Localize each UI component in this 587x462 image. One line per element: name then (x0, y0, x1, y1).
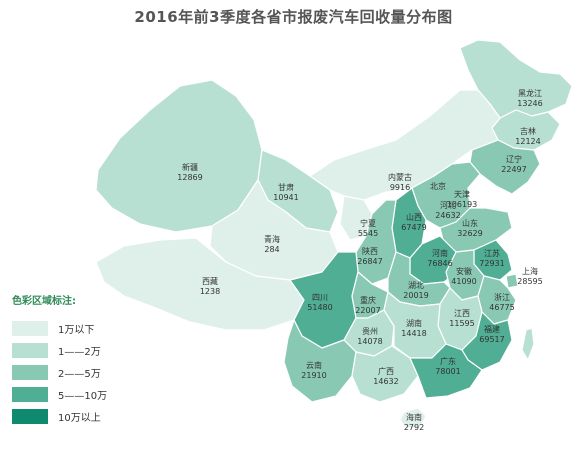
label-ningxia-value: 5545 (358, 229, 378, 238)
region-taiwan (521, 327, 535, 361)
label-fujian-value: 69517 (479, 335, 504, 344)
label-chongqing-name: 重庆 (360, 295, 376, 305)
legend-swatch (12, 386, 48, 402)
label-hainan-value: 2792 (404, 423, 424, 432)
region-hunan (383, 291, 447, 359)
label-chongqing-value: 22007 (355, 306, 380, 315)
region-shanghai (505, 273, 519, 289)
label-shandong-value: 32629 (457, 229, 482, 238)
region-guangxi (351, 345, 419, 403)
label-jiangsu-value: 72931 (479, 259, 504, 268)
label-guizhou-name: 贵州 (362, 326, 378, 336)
label-jiangsu-name: 江苏 (484, 248, 500, 258)
label-guizhou-value: 14078 (357, 337, 382, 346)
legend-swatch (12, 408, 48, 424)
label-hebei-name: 河北 (440, 200, 456, 210)
label-henan-value: 76846 (427, 259, 452, 268)
label-jiangxi-name: 江西 (454, 309, 470, 318)
label-hunan-value: 14418 (401, 329, 426, 338)
label-beijing-name: 北京 (430, 181, 446, 191)
label-hubei-name: 湖北 (408, 281, 424, 290)
label-xinjiang-value: 12869 (177, 173, 202, 182)
region-yunnan (283, 319, 357, 403)
label-henan-name: 河南 (432, 248, 448, 258)
label-shaanxi-name: 陕西 (362, 246, 378, 256)
legend-item: 5——10万 (12, 383, 162, 405)
label-guangxi-value: 14632 (373, 377, 398, 386)
label-shanghai-value: 28595 (517, 277, 542, 286)
label-guangxi-name: 广西 (378, 366, 394, 376)
map-title: 2016年前3季度各省市报废汽车回收量分布图 (134, 8, 453, 26)
legend-label: 5——10万 (58, 390, 108, 402)
label-hunan-name: 湖南 (406, 318, 422, 328)
region-neimenggu (309, 89, 501, 201)
label-sichuan-value: 51480 (307, 303, 332, 312)
region-hainan (399, 407, 427, 429)
label-qinghai-name: 青海 (264, 234, 280, 244)
label-heilongjiang-name: 黑龙江 (518, 88, 542, 98)
label-ningxia-name: 宁夏 (360, 218, 376, 228)
label-hainan-name: 海南 (406, 412, 422, 422)
label-anhui-name: 安徽 (456, 266, 472, 276)
label-shanxi-value: 67479 (401, 223, 426, 232)
label-yunnan-value: 21910 (301, 371, 326, 380)
label-hubei-value: 20019 (403, 291, 428, 300)
label-hebei-value: 24632 (435, 211, 460, 220)
legend-item: 10万以上 (12, 405, 162, 427)
label-shanxi-name: 山西 (406, 212, 422, 222)
label-xinjiang-name: 新疆 (182, 162, 198, 172)
label-zhejiang-value: 46775 (489, 303, 514, 312)
legend-item: 1万以下 (12, 317, 162, 339)
label-guangdong-name: 广东 (440, 356, 456, 366)
label-yunnan-name: 云南 (306, 360, 322, 370)
color-legend: 色彩区域标注: 1万以下 1——2万 2——5万 5——10万 10万以上 (12, 292, 162, 427)
label-fujian-name: 福建 (484, 324, 500, 334)
legend-label: 1——2万 (58, 346, 101, 358)
label-shaanxi-value: 26847 (357, 257, 382, 266)
label-shandong-name: 山东 (462, 218, 478, 228)
label-xizang-value: 1238 (200, 287, 220, 296)
legend-label: 10万以上 (58, 412, 101, 424)
legend-label: 1万以下 (58, 324, 95, 336)
label-neimenggu-name: 内蒙古 (388, 172, 412, 182)
label-anhui-value: 41090 (451, 277, 476, 286)
label-xizang-name: 西藏 (202, 276, 218, 286)
label-zhejiang-name: 浙江 (494, 292, 510, 302)
region-guangdong (409, 343, 483, 399)
region-xinjiang (95, 79, 263, 233)
label-tianjin-value: 106193 (447, 200, 478, 209)
label-guangdong-value: 78001 (435, 367, 460, 376)
province-labels: 黑龙江 13246 吉林 12124 辽宁 22497 新疆 12869 甘肃 … (177, 88, 542, 432)
label-qinghai-value: 284 (264, 245, 279, 254)
label-tianjin-name: 天津 (454, 189, 470, 199)
label-neimenggu-value: 9916 (390, 183, 410, 192)
label-liaoning-value: 22497 (501, 165, 526, 174)
label-jilin-name: 吉林 (520, 126, 536, 136)
legend-label: 2——5万 (58, 368, 101, 380)
label-gansu-value: 10941 (273, 193, 298, 202)
legend-swatch (12, 320, 48, 336)
legend-title: 色彩区域标注: (12, 296, 76, 307)
label-jiangxi-value: 11595 (449, 319, 474, 328)
label-sichuan-name: 四川 (312, 293, 328, 302)
legend-swatch (12, 364, 48, 380)
label-jilin-value: 12124 (515, 137, 540, 146)
label-shanghai-name: 上海 (522, 266, 538, 276)
legend-item: 1——2万 (12, 339, 162, 361)
label-heilongjiang-value: 13246 (517, 99, 542, 108)
legend-item: 2——5万 (12, 361, 162, 383)
label-gansu-name: 甘肃 (278, 182, 294, 192)
label-liaoning-name: 辽宁 (506, 154, 522, 164)
legend-swatch (12, 342, 48, 358)
